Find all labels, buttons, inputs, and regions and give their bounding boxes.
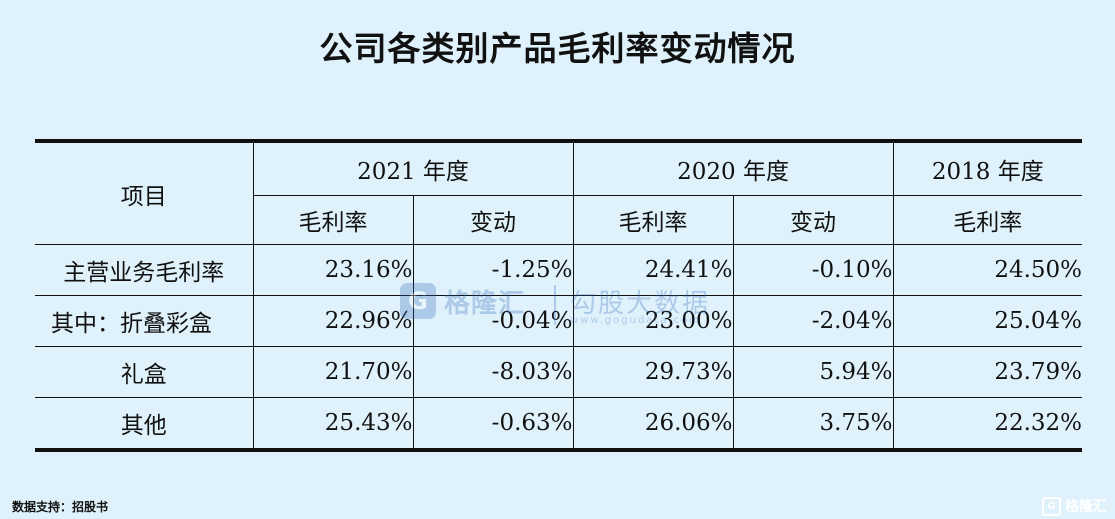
corner-logo: G 格隆汇 <box>1042 496 1107 516</box>
header-row-metrics: 毛利率 变动 毛利率 变动 毛利率 <box>35 195 1083 245</box>
corner-logo-icon: G <box>1042 496 1061 516</box>
row-label: 礼盒 <box>35 346 254 398</box>
cell-change-2021: -1.25% <box>412 244 574 296</box>
row-label: 其中：折叠彩盒 <box>35 295 254 347</box>
corner-logo-text: 格隆汇 <box>1065 499 1107 515</box>
column-header-year-2018: 2018 年度 <box>892 140 1083 196</box>
column-header-gross-margin-2020: 毛利率 <box>572 195 734 245</box>
column-header-item: 项目 <box>35 140 254 245</box>
cell-gross-margin-2020: 24.41% <box>572 244 734 296</box>
cell-gross-margin-2021: 21.70% <box>252 346 414 398</box>
cell-gross-margin-2018: 24.50% <box>892 244 1083 296</box>
page-title: 公司各类别产品毛利率变动情况 <box>319 29 796 68</box>
table-row: 其他 25.43% -0.63% 26.06% 3.75% 22.32% <box>35 397 1083 451</box>
cell-gross-margin-2021: 22.96% <box>252 295 414 347</box>
column-header-change-2020: 变动 <box>732 195 894 245</box>
table-row: 其中：折叠彩盒 22.96% -0.04% 23.00% -2.04% 25.0… <box>35 295 1083 347</box>
cell-gross-margin-2020: 26.06% <box>572 397 734 451</box>
table-row: 礼盒 21.70% -8.03% 29.73% 5.94% 23.79% <box>35 346 1083 398</box>
cell-gross-margin-2018: 25.04% <box>892 295 1083 347</box>
column-header-year-2020: 2020 年度 <box>572 140 894 196</box>
cell-gross-margin-2020: 23.00% <box>572 295 734 347</box>
cell-gross-margin-2018: 23.79% <box>892 346 1083 398</box>
column-header-year-2021: 2021 年度 <box>252 140 574 196</box>
cell-gross-margin-2021: 23.16% <box>252 244 414 296</box>
cell-change-2021: -0.63% <box>412 397 574 451</box>
column-header-gross-margin-2018: 毛利率 <box>892 195 1083 245</box>
source-note: 数据支持：招股书 <box>12 500 109 514</box>
row-label: 其他 <box>35 397 254 451</box>
cell-gross-margin-2020: 29.73% <box>572 346 734 398</box>
row-label: 主营业务毛利率 <box>35 244 254 296</box>
column-header-change-2021: 变动 <box>412 195 574 245</box>
cell-change-2020: 3.75% <box>732 397 894 451</box>
cell-change-2020: -0.10% <box>732 244 894 296</box>
column-header-gross-margin-2021: 毛利率 <box>253 195 414 245</box>
cell-change-2020: -2.04% <box>732 295 894 347</box>
header-row-years: 项目 2021 年度 2020 年度 2018 年度 <box>35 140 1083 245</box>
cell-change-2021: -0.04% <box>412 295 574 347</box>
gross-margin-table: 项目 2021 年度 2020 年度 2018 年度 毛利率 变动 毛利率 变动… <box>35 139 1083 452</box>
cell-gross-margin-2021: 25.43% <box>252 397 414 451</box>
cell-gross-margin-2018: 22.32% <box>892 397 1083 451</box>
table-row: 主营业务毛利率 23.16% -1.25% 24.41% -0.10% 24.5… <box>35 244 1083 296</box>
cell-change-2021: -8.03% <box>412 346 574 398</box>
cell-change-2020: 5.94% <box>732 346 894 398</box>
